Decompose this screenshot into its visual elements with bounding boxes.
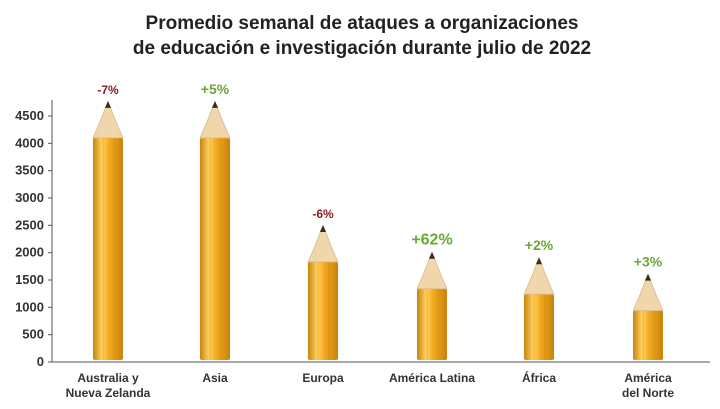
pencil-lead [320,224,326,232]
pencil-tip [199,105,231,139]
y-tick-label: 3000 [15,190,44,205]
change-label: +3% [634,254,663,270]
category-label: Australia y [77,371,139,385]
pencil-bar [632,273,664,360]
y-tick-label: 1000 [15,299,44,314]
bar [524,294,554,360]
pencil-lead [429,251,435,259]
pencil-lead [105,100,111,108]
category-label: Asia [202,371,228,385]
chart-subtitle: de educación e investigación durante jul… [133,38,591,59]
y-tick-label: 1500 [15,272,44,287]
bar [417,288,447,360]
y-tick-label: 2000 [15,245,44,260]
y-tick-label: 4000 [15,135,44,150]
pencil-bar [92,100,124,360]
change-label: -7% [97,83,119,97]
bar [308,261,338,360]
category-label: Europa [302,371,344,385]
pencil-tip [523,261,555,295]
pencil-tip [632,278,664,312]
pencil-tip [416,256,448,290]
chart-title: Promedio semanal de ataques a organizaci… [146,13,579,34]
change-label: -6% [312,207,334,221]
pencil-bar [199,100,231,360]
y-tick-label: 3500 [15,163,44,178]
y-tick-label: 500 [22,327,44,342]
y-tick-label: 4500 [15,108,44,123]
bar [200,137,230,360]
category-label: Nueva Zelanda [66,386,151,400]
pencil-lead [536,257,542,265]
pencil-lead [645,273,651,281]
pencil-lead [212,100,218,108]
category-label: América Latina [389,371,475,385]
pencil-bar [307,224,339,360]
category-label: África [522,370,556,385]
category-label: del Norte [622,386,674,400]
category-label: América [624,371,672,385]
pencil-tip [307,229,339,263]
change-label: +5% [201,81,230,97]
y-tick-label: 2500 [15,217,44,232]
change-label: +2% [525,237,554,253]
pencil-bar [523,257,555,360]
pencil-tip [92,105,124,139]
y-tick-label: 0 [37,354,44,369]
bar [633,310,663,360]
change-label: +62% [411,232,452,249]
pencil-bar [416,251,448,360]
bar [93,137,123,360]
